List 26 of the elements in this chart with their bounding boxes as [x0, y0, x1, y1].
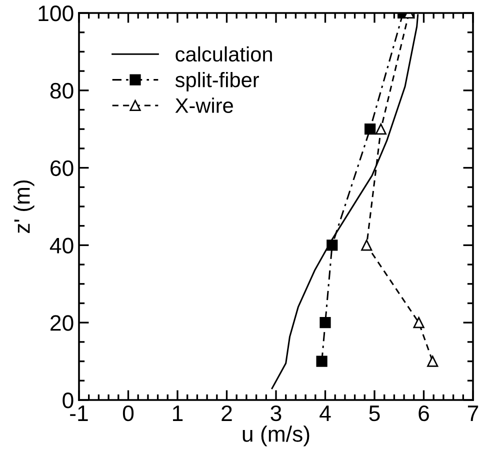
x-tick-label: 5 — [369, 406, 380, 422]
x-tick-label: 0 — [122, 405, 134, 422]
y-tick-label: 20 — [50, 315, 74, 331]
point — [316, 356, 328, 367]
x-tick-label: 2 — [222, 405, 232, 421]
point — [326, 240, 338, 251]
point — [427, 356, 438, 367]
point — [413, 317, 424, 328]
point — [364, 124, 376, 135]
y-tick-label: 60 — [50, 160, 74, 176]
y-tick-label: 100 — [38, 6, 74, 22]
point — [375, 124, 386, 135]
x-tick-label: 1 — [173, 406, 183, 421]
x-tick-label: 3 — [270, 405, 282, 422]
point — [320, 317, 331, 328]
x-tick-label: 7 — [468, 406, 478, 421]
y-tick-label: 80 — [50, 82, 74, 99]
y-tick-label: 40 — [50, 238, 74, 254]
x-tick-label: 6 — [418, 405, 429, 422]
x-axis-title: u (m/s) — [242, 426, 310, 446]
y-axis-title: z' (m) — [14, 180, 34, 234]
point — [361, 240, 372, 251]
legend-label: calculation — [176, 46, 272, 62]
x-tick-label: 4 — [320, 406, 331, 421]
legend-label: split-fiber — [175, 72, 259, 92]
legend-label: X-wire — [175, 98, 233, 113]
